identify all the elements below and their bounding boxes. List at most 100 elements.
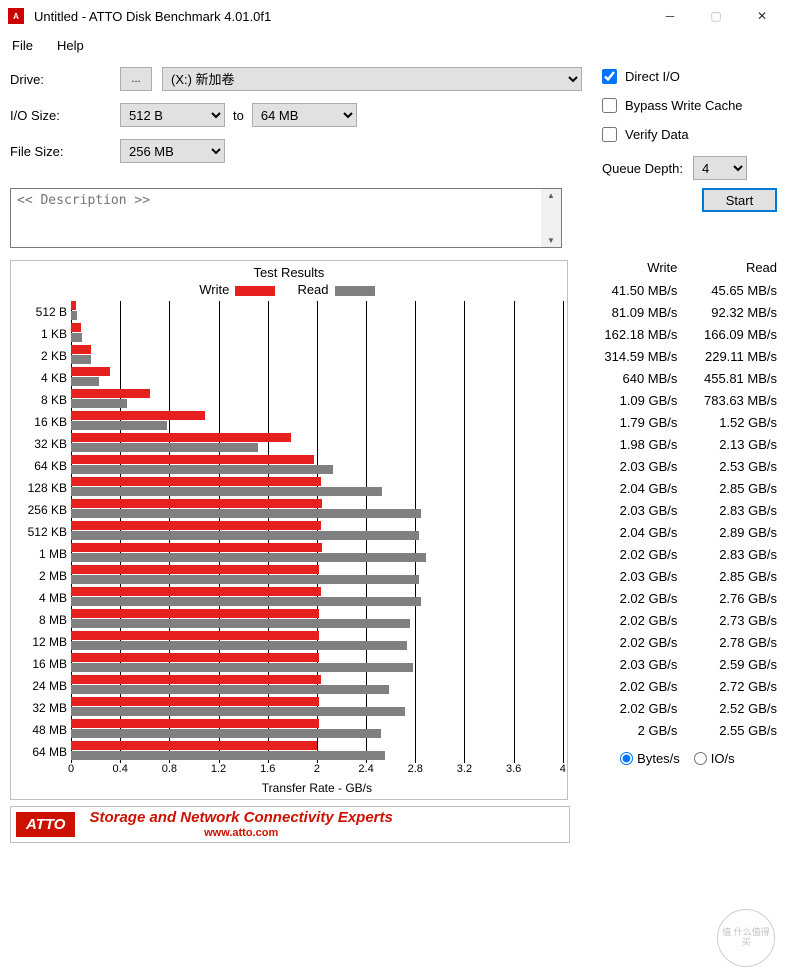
- bar-row: [71, 521, 563, 543]
- read-bar: [71, 311, 77, 320]
- verify-checkbox[interactable]: [602, 127, 617, 142]
- write-bar: [71, 323, 81, 332]
- queue-depth-select[interactable]: 4: [693, 156, 747, 180]
- read-value: 229.11 MB/s: [677, 349, 777, 364]
- bar-row: [71, 719, 563, 741]
- table-row: 2.02 GB/s2.72 GB/s: [578, 675, 777, 697]
- x-tick: 3.2: [457, 763, 472, 775]
- bar-row: [71, 741, 563, 763]
- read-value: 2.85 GB/s: [677, 481, 777, 496]
- bar-row: [71, 455, 563, 477]
- start-button[interactable]: Start: [702, 188, 777, 212]
- legend-read-swatch: [335, 286, 375, 296]
- results-table: Write Read 41.50 MB/s45.65 MB/s81.09 MB/…: [578, 260, 777, 800]
- chart-legend: Write Read: [15, 282, 563, 297]
- write-value: 2.04 GB/s: [578, 481, 678, 496]
- titlebar: A Untitled - ATTO Disk Benchmark 4.01.0f…: [0, 0, 787, 32]
- read-value: 2.55 GB/s: [677, 723, 777, 738]
- close-button[interactable]: ✕: [739, 0, 785, 32]
- atto-text: Storage and Network Connectivity Experts…: [89, 810, 392, 839]
- table-row: 2.03 GB/s2.83 GB/s: [578, 499, 777, 521]
- chart-x-label: Transfer Rate - GB/s: [71, 781, 563, 797]
- menu-help[interactable]: Help: [51, 36, 90, 55]
- iosize-label: I/O Size:: [10, 108, 120, 123]
- scroll-down-icon[interactable]: ▼: [547, 236, 555, 245]
- to-label: to: [233, 108, 244, 123]
- y-label: 12 MB: [15, 631, 67, 653]
- read-value: 166.09 MB/s: [677, 327, 777, 342]
- write-bar: [71, 477, 321, 486]
- write-value: 2.03 GB/s: [578, 459, 678, 474]
- bar-row: [71, 433, 563, 455]
- x-tick: 2.4: [358, 763, 373, 775]
- x-tick: 0.8: [162, 763, 177, 775]
- iosize-to-select[interactable]: 64 MB: [252, 103, 357, 127]
- read-value: 92.32 MB/s: [677, 305, 777, 320]
- read-value: 1.52 GB/s: [677, 415, 777, 430]
- read-bar: [71, 597, 421, 606]
- write-bar: [71, 411, 205, 420]
- scroll-up-icon[interactable]: ▲: [547, 191, 555, 200]
- read-value: 2.73 GB/s: [677, 613, 777, 628]
- write-value: 2.03 GB/s: [578, 657, 678, 672]
- read-bar: [71, 443, 258, 452]
- description-input[interactable]: [11, 189, 541, 247]
- bar-row: [71, 697, 563, 719]
- drive-select[interactable]: (X:) 新加卷: [162, 67, 582, 91]
- y-label: 2 MB: [15, 565, 67, 587]
- ios-label: IO/s: [711, 751, 735, 766]
- legend-write-label: Write: [199, 282, 229, 297]
- bytes-radio[interactable]: [620, 752, 633, 765]
- x-tick: 4: [560, 763, 566, 775]
- y-label: 1 KB: [15, 323, 67, 345]
- description-scrollbar[interactable]: ▲▼: [541, 189, 561, 247]
- bar-row: [71, 587, 563, 609]
- legend-write-swatch: [235, 286, 275, 296]
- bypass-checkbox[interactable]: [602, 98, 617, 113]
- table-row: 1.79 GB/s1.52 GB/s: [578, 411, 777, 433]
- read-bar: [71, 575, 419, 584]
- write-value: 1.09 GB/s: [578, 393, 678, 408]
- menu-file[interactable]: File: [6, 36, 39, 55]
- direct-io-checkbox[interactable]: [602, 69, 617, 84]
- direct-io-label: Direct I/O: [625, 69, 680, 84]
- read-bar: [71, 663, 413, 672]
- table-row: 2.03 GB/s2.85 GB/s: [578, 565, 777, 587]
- bytes-label: Bytes/s: [637, 751, 680, 766]
- description-box: ▲▼: [10, 188, 562, 248]
- write-bar: [71, 719, 319, 728]
- y-label: 16 KB: [15, 411, 67, 433]
- write-bar: [71, 609, 319, 618]
- y-label: 4 KB: [15, 367, 67, 389]
- read-value: 2.13 GB/s: [677, 437, 777, 452]
- bypass-label: Bypass Write Cache: [625, 98, 743, 113]
- write-bar: [71, 631, 319, 640]
- write-bar: [71, 455, 314, 464]
- write-bar: [71, 367, 110, 376]
- read-bar: [71, 399, 127, 408]
- table-row: 2.04 GB/s2.89 GB/s: [578, 521, 777, 543]
- y-label: 64 KB: [15, 455, 67, 477]
- atto-banner[interactable]: ATTO Storage and Network Connectivity Ex…: [10, 806, 570, 843]
- table-row: 81.09 MB/s92.32 MB/s: [578, 301, 777, 323]
- y-label: 32 MB: [15, 697, 67, 719]
- y-label: 8 KB: [15, 389, 67, 411]
- x-tick: 0: [68, 763, 74, 775]
- drive-browse-button[interactable]: ...: [120, 67, 152, 91]
- y-label: 128 KB: [15, 477, 67, 499]
- read-bar: [71, 487, 382, 496]
- minimize-button[interactable]: ─: [647, 0, 693, 32]
- col-read-header: Read: [677, 260, 777, 275]
- ios-radio[interactable]: [694, 752, 707, 765]
- iosize-from-select[interactable]: 512 B: [120, 103, 225, 127]
- filesize-label: File Size:: [10, 144, 120, 159]
- filesize-select[interactable]: 256 MB: [120, 139, 225, 163]
- read-value: 2.78 GB/s: [677, 635, 777, 650]
- y-label: 512 B: [15, 301, 67, 323]
- read-value: 2.76 GB/s: [677, 591, 777, 606]
- maximize-button[interactable]: ▢: [693, 0, 739, 32]
- table-row: 2 GB/s2.55 GB/s: [578, 719, 777, 741]
- legend-read-label: Read: [297, 282, 328, 297]
- x-tick: 2.8: [408, 763, 423, 775]
- write-value: 640 MB/s: [578, 371, 678, 386]
